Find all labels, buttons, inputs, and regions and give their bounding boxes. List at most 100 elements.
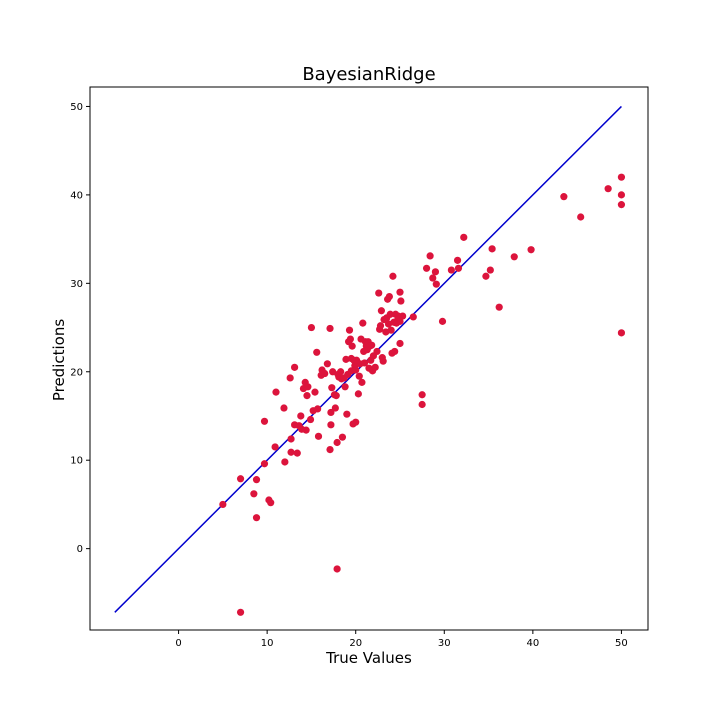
data-point <box>495 303 503 311</box>
data-point <box>286 374 294 382</box>
data-point <box>510 253 518 261</box>
data-point <box>486 266 494 274</box>
data-point <box>352 418 360 426</box>
y-axis: 0 10 20 30 40 50 <box>70 102 90 555</box>
data-point <box>236 475 245 483</box>
data-point <box>260 460 269 468</box>
y-tick-label: 0 <box>77 544 83 555</box>
data-point <box>375 289 383 297</box>
data-point <box>333 438 341 447</box>
data-point <box>321 369 329 378</box>
data-point <box>617 191 626 199</box>
data-point <box>577 213 585 221</box>
data-point <box>387 326 395 334</box>
data-point <box>323 360 331 368</box>
data-point <box>327 408 335 417</box>
data-point <box>354 390 362 398</box>
data-point <box>376 322 385 330</box>
data-point <box>271 443 279 451</box>
data-point <box>617 173 626 181</box>
data-point <box>304 383 312 391</box>
data-point <box>328 384 336 392</box>
data-point <box>418 391 426 399</box>
data-point <box>272 388 280 396</box>
data-point <box>341 383 349 391</box>
data-point <box>281 458 289 466</box>
data-point <box>313 348 321 356</box>
data-point <box>432 280 440 288</box>
data-point <box>373 347 381 356</box>
data-point <box>359 319 367 327</box>
data-point <box>396 317 404 325</box>
data-point <box>331 404 339 412</box>
data-point <box>352 366 360 374</box>
data-point <box>252 514 261 522</box>
data-point <box>297 412 305 420</box>
x-axis-title: True Values <box>325 649 412 667</box>
data-point <box>429 274 437 282</box>
data-point <box>617 329 626 337</box>
x-tick-label: 10 <box>261 638 274 649</box>
data-point <box>342 355 350 363</box>
data-point <box>329 368 337 376</box>
data-point <box>326 445 334 454</box>
data-point <box>307 323 316 332</box>
data-point <box>560 193 568 201</box>
y-tick-label: 40 <box>70 190 83 201</box>
data-point <box>389 272 397 280</box>
data-point <box>604 185 612 193</box>
y-tick-label: 30 <box>70 279 83 290</box>
data-point <box>338 433 347 441</box>
data-point <box>327 421 335 429</box>
data-point <box>311 388 319 396</box>
data-point <box>438 317 447 325</box>
data-point <box>355 372 363 380</box>
data-point <box>260 417 269 425</box>
data-point <box>447 266 455 274</box>
data-point <box>302 426 310 434</box>
y-axis-title: Predictions <box>50 319 68 402</box>
data-point <box>409 313 417 321</box>
data-point <box>219 500 227 509</box>
data-point <box>418 400 426 409</box>
data-point <box>379 357 387 365</box>
y-tick-label: 50 <box>70 102 83 113</box>
data-point <box>617 201 626 209</box>
data-point <box>345 326 354 334</box>
data-point <box>303 392 311 400</box>
x-tick-label: 0 <box>175 638 181 649</box>
x-tick-label: 40 <box>526 638 539 649</box>
data-point <box>314 405 322 413</box>
data-point <box>396 339 404 348</box>
points-layer <box>219 173 626 616</box>
x-tick-label: 20 <box>349 638 362 649</box>
x-tick-label: 30 <box>438 638 451 649</box>
data-point <box>236 608 245 616</box>
data-point <box>280 404 288 412</box>
data-point <box>385 292 393 301</box>
data-point <box>326 324 334 333</box>
data-point <box>346 335 354 343</box>
data-point <box>358 378 366 386</box>
data-point <box>333 565 341 573</box>
y-tick-label: 20 <box>70 367 83 378</box>
data-point <box>397 297 405 305</box>
chart-title: BayesianRidge <box>302 64 435 85</box>
data-point <box>454 264 463 272</box>
data-point <box>250 490 258 498</box>
data-point <box>348 342 356 350</box>
y-tick-label: 10 <box>70 456 83 467</box>
data-point <box>396 288 404 296</box>
data-point <box>460 233 468 241</box>
data-point <box>287 448 295 456</box>
data-point <box>488 245 496 253</box>
data-point <box>422 264 431 272</box>
data-point <box>391 347 399 356</box>
data-point <box>386 310 394 318</box>
data-point <box>291 363 299 371</box>
x-tick-label: 50 <box>615 638 628 649</box>
data-point <box>267 499 275 507</box>
data-point <box>426 252 434 260</box>
data-point <box>371 363 379 371</box>
data-point <box>368 341 376 349</box>
